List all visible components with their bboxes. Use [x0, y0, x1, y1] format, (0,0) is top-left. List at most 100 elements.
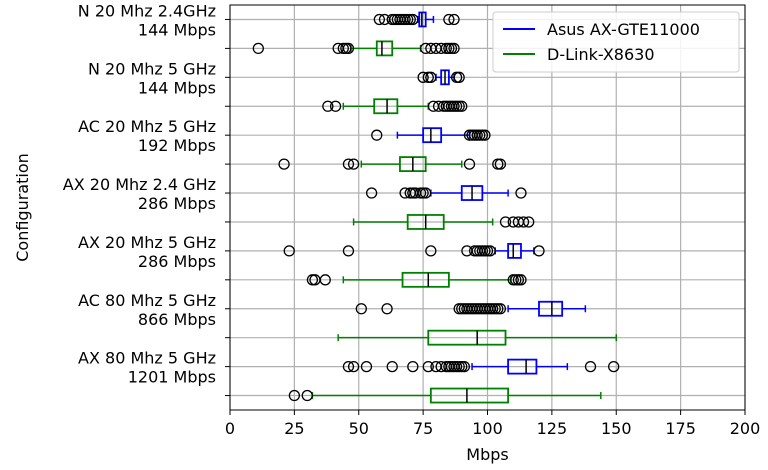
box-dlink: [322, 98, 468, 115]
legend-frame: [492, 11, 740, 73]
outlier-point: [355, 303, 367, 315]
legend: Asus AX-GTE11000 D-Link-X8630: [492, 11, 740, 73]
x-tick-label: 150: [601, 419, 632, 438]
box-dlink: [288, 387, 602, 404]
box-iqr: [429, 387, 510, 404]
y-category-label-line1: AX 80 Mhz 5 GHz: [78, 349, 216, 368]
box-iqr: [401, 271, 450, 288]
box-asus: [355, 300, 587, 317]
outlier-point: [523, 216, 535, 228]
x-tick-label: 100: [472, 419, 503, 438]
box-iqr: [427, 329, 507, 346]
x-tick-label: 25: [284, 419, 304, 438]
outlier-point: [365, 187, 378, 199]
outlier-point: [347, 158, 360, 170]
x-tick-label: 50: [349, 419, 369, 438]
y-category-label-line2: 866 Mbps: [138, 310, 216, 329]
box-iqr: [507, 242, 522, 259]
outlier-point: [484, 245, 496, 257]
outlier-point: [329, 100, 342, 112]
y-category-label-line2: 1201 Mbps: [128, 368, 216, 387]
outlier-point: [533, 245, 545, 257]
outlier-point: [342, 245, 355, 257]
y-category-label-line1: N 20 Mhz 2.4GHz: [78, 1, 216, 20]
y-category-label-line1: AC 80 Mhz 5 GHz: [78, 291, 216, 310]
outlier-point: [584, 360, 597, 373]
box-asus: [371, 127, 491, 144]
box-asus: [417, 69, 465, 86]
outlier-point: [381, 303, 393, 315]
outlier-point: [453, 71, 465, 83]
outlier-point: [288, 389, 301, 402]
y-category-label-line1: AX 20 Mhz 2.4 GHz: [63, 175, 216, 194]
box-asus: [283, 242, 545, 259]
outlier-point: [301, 389, 313, 402]
box-dlink: [352, 214, 535, 230]
outlier-point: [322, 100, 334, 112]
outlier-point: [407, 13, 419, 26]
x-tick-label: 200: [730, 419, 761, 438]
outlier-point: [342, 360, 355, 373]
outlier-point: [371, 129, 383, 141]
box-iqr: [375, 40, 394, 57]
outlier-point: [456, 100, 468, 112]
outlier-point: [494, 303, 507, 315]
legend-label: D-Link-X8630: [547, 45, 655, 64]
outlier-point: [407, 360, 419, 373]
outlier-point: [373, 13, 386, 26]
outlier-point: [342, 158, 355, 170]
outlier-point: [515, 274, 527, 286]
box-asus: [373, 11, 460, 28]
box-iqr: [373, 98, 399, 115]
box-dlink: [337, 329, 617, 346]
box-layer: [252, 11, 620, 404]
y-category-label-line2: 144 Mbps: [138, 20, 216, 39]
outlier-point: [347, 360, 360, 373]
x-tick-label: 125: [537, 419, 568, 438]
outlier-point: [443, 13, 455, 26]
x-axis-title: Mbps: [466, 445, 508, 464]
box-asus: [365, 185, 527, 201]
box-iqr: [507, 358, 538, 375]
box-asus: [342, 358, 620, 375]
outlier-point: [386, 360, 398, 373]
outlier-point: [479, 129, 491, 141]
outlier-point: [422, 360, 434, 373]
outlier-point: [448, 13, 460, 26]
y-category-label-line1: AX 20 Mhz 5 GHz: [78, 233, 216, 252]
outlier-point: [278, 158, 290, 170]
y-category-label-line1: N 20 Mhz 5 GHz: [88, 59, 216, 78]
outlier-point: [517, 216, 530, 228]
box-dlink: [306, 271, 527, 288]
y-category-label-line2: 286 Mbps: [138, 252, 216, 271]
x-tick-label: 75: [413, 419, 433, 438]
outlier-point: [499, 216, 512, 228]
outlier-point: [283, 245, 295, 257]
y-axis-title: Configuration: [13, 153, 32, 262]
box-iqr: [422, 127, 443, 144]
outlier-point: [448, 42, 460, 55]
x-tick-label: 0: [225, 419, 235, 438]
outlier-point: [425, 245, 437, 257]
x-tick-label: 175: [665, 419, 696, 438]
outlier-point: [360, 360, 373, 373]
y-category-label-line2: 192 Mbps: [138, 136, 216, 155]
outlier-point: [342, 42, 355, 55]
y-category-label-line2: 144 Mbps: [138, 78, 216, 97]
outlier-point: [319, 274, 331, 286]
box-dlink: [278, 156, 507, 173]
box-iqr: [538, 300, 564, 317]
outlier-point: [420, 187, 432, 199]
outlier-point: [515, 187, 527, 199]
outlier-point: [494, 158, 507, 170]
y-category-label-line2: 286 Mbps: [138, 194, 216, 213]
box-dlink: [252, 40, 460, 57]
outlier-point: [463, 158, 476, 170]
legend-label: Asus AX-GTE11000: [547, 20, 700, 39]
outlier-point: [417, 71, 429, 83]
outlier-point: [608, 360, 620, 373]
outlier-point: [458, 360, 470, 373]
outlier-point: [252, 42, 264, 55]
